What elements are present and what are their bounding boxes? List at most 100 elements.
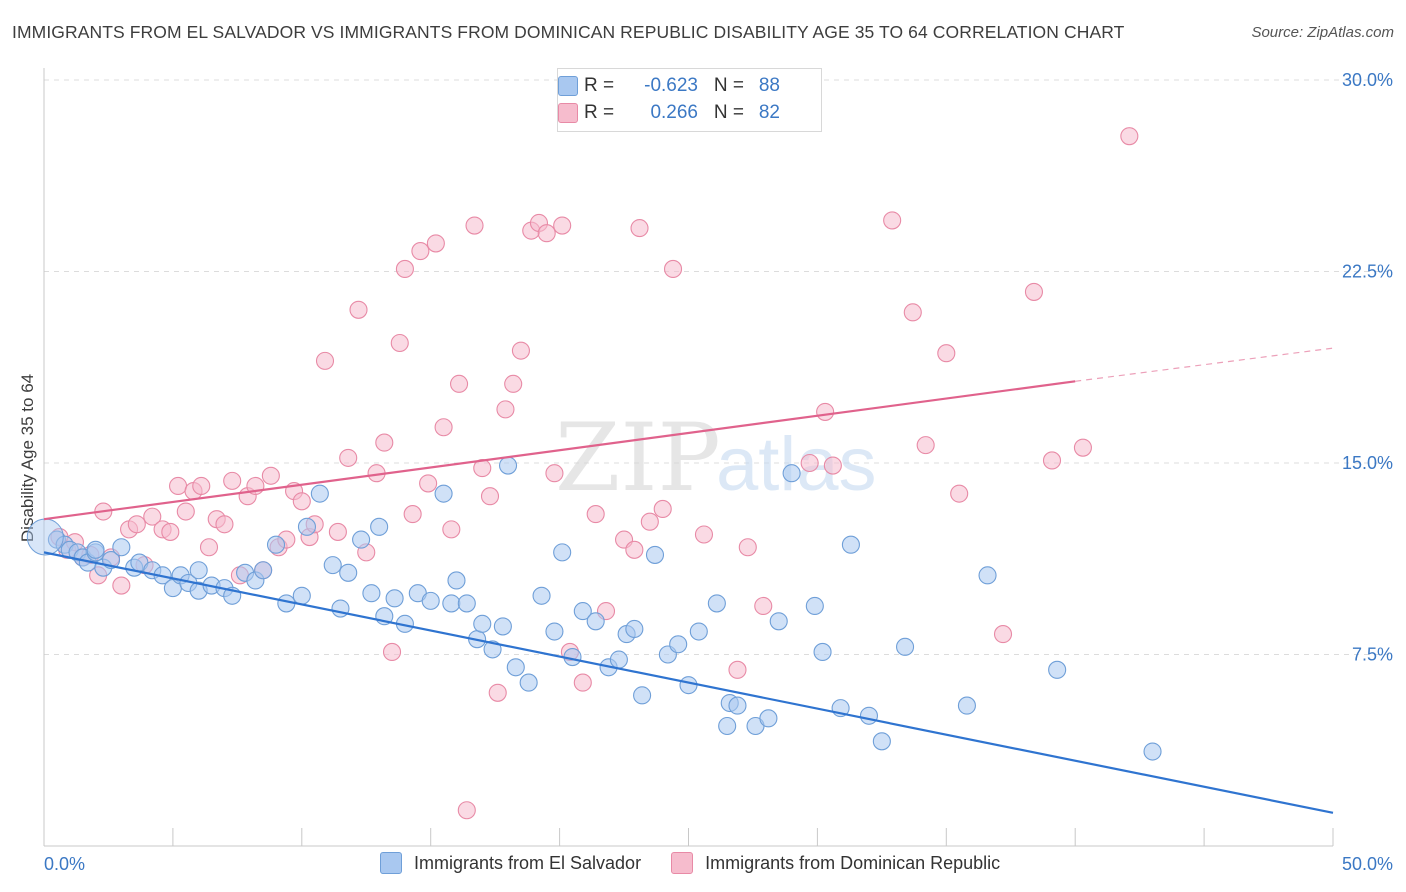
data-point: [759, 709, 778, 728]
data-point: [718, 716, 737, 736]
series-dominican-republic: [50, 127, 1139, 820]
data-point: [434, 484, 453, 503]
legend-r-value: -0.623: [644, 75, 698, 96]
data-point: [679, 676, 698, 695]
data-point: [375, 433, 394, 452]
watermark: ZIP atlas: [555, 404, 877, 513]
data-point: [694, 525, 714, 544]
data-point: [192, 476, 211, 496]
data-point: [769, 612, 788, 631]
data-point: [215, 515, 234, 534]
data-point: [457, 594, 476, 613]
data-point: [395, 259, 414, 278]
legend-swatch-pink: [671, 852, 694, 874]
x-tick-marks: [43, 828, 1334, 846]
legend-swatch-blue: [558, 76, 578, 96]
data-point: [1042, 451, 1062, 470]
chart-title: IMMIGRANTS FROM EL SALVADOR VS IMMIGRANT…: [12, 22, 1125, 42]
legend-n-value: 88: [758, 75, 780, 96]
data-point: [442, 520, 461, 539]
data-point: [390, 333, 409, 353]
data-point: [532, 586, 551, 605]
legend-swatch-blue: [380, 852, 402, 874]
data-point: [625, 540, 644, 559]
data-point: [457, 801, 476, 820]
data-point: [143, 507, 162, 526]
data-point: [498, 456, 518, 475]
legend-label-dominican-republic: Immigrants from Dominican Republic: [705, 852, 1001, 873]
legend-r-label: R =: [584, 75, 615, 96]
data-point: [352, 530, 371, 549]
trend-line-dominican-republic: [43, 380, 1076, 521]
series-el-salvador: [26, 456, 1162, 761]
data-point: [339, 448, 358, 467]
data-point: [728, 660, 747, 679]
x-tick-label: 0.0%: [44, 854, 85, 874]
data-point: [362, 584, 381, 603]
data-point: [189, 561, 208, 580]
data-point: [640, 512, 659, 531]
data-point: [689, 622, 708, 641]
data-point: [127, 515, 146, 534]
legend-item-el-salvador: Immigrants from El Salvador: [380, 852, 641, 874]
watermark-atlas: atlas: [716, 422, 877, 507]
data-point: [653, 499, 672, 519]
data-point: [421, 591, 440, 610]
data-point: [841, 535, 860, 554]
y-tick-label: 15.0%: [1342, 453, 1393, 473]
data-point: [349, 300, 368, 319]
data-point: [112, 576, 131, 595]
data-point: [993, 625, 1013, 644]
data-point: [261, 466, 280, 485]
data-point: [553, 216, 572, 235]
data-point: [480, 487, 500, 506]
data-point: [328, 522, 347, 541]
legend-n-label: N =: [713, 75, 744, 96]
data-point: [1120, 127, 1139, 146]
data-point: [805, 596, 824, 616]
data-point: [419, 474, 438, 493]
legend-item-dominican-republic: Immigrants from Dominican Republic: [671, 852, 1000, 874]
data-point: [434, 418, 453, 437]
data-point: [903, 303, 922, 322]
data-point: [465, 216, 484, 235]
data-point: [310, 484, 329, 503]
data-point: [254, 561, 273, 580]
data-point: [450, 374, 469, 393]
correlation-legend: R = -0.623 N = 88 R = 0.266 N = 82: [557, 68, 822, 132]
legend-row-el-salvador: R = -0.623 N = 88: [558, 73, 780, 99]
data-point: [545, 622, 564, 641]
watermark-zip: ZIP: [555, 404, 721, 513]
data-point: [292, 492, 311, 511]
data-point: [493, 617, 512, 636]
data-point: [707, 594, 726, 613]
legend-row-dominican-republic: R = 0.266 N = 82: [558, 100, 780, 126]
data-point-cluster: [26, 518, 64, 556]
data-point: [728, 696, 747, 715]
data-point: [573, 673, 592, 692]
x-tick-labels: 0.0% 50.0%: [44, 854, 1393, 874]
grid-lines: [44, 79, 1393, 655]
legend-n-label: N =: [713, 102, 744, 123]
data-point: [199, 538, 219, 557]
data-point: [411, 242, 430, 261]
y-tick-label: 30.0%: [1342, 70, 1393, 90]
legend-r-value: 0.266: [650, 102, 698, 123]
data-point: [403, 505, 422, 524]
y-tick-label: 7.5%: [1352, 645, 1393, 665]
data-point: [169, 476, 188, 496]
trend-line-extension: [1075, 347, 1334, 382]
data-point: [625, 619, 644, 639]
data-point: [813, 642, 832, 661]
data-point: [519, 673, 538, 692]
trend-line-el-salvador: [43, 551, 1334, 814]
data-point: [473, 614, 492, 633]
data-point: [978, 566, 997, 585]
data-point: [504, 374, 523, 393]
data-point: [645, 545, 665, 564]
data-point: [161, 522, 180, 541]
data-point: [1048, 660, 1067, 679]
data-point: [86, 540, 105, 559]
data-point: [382, 642, 402, 661]
